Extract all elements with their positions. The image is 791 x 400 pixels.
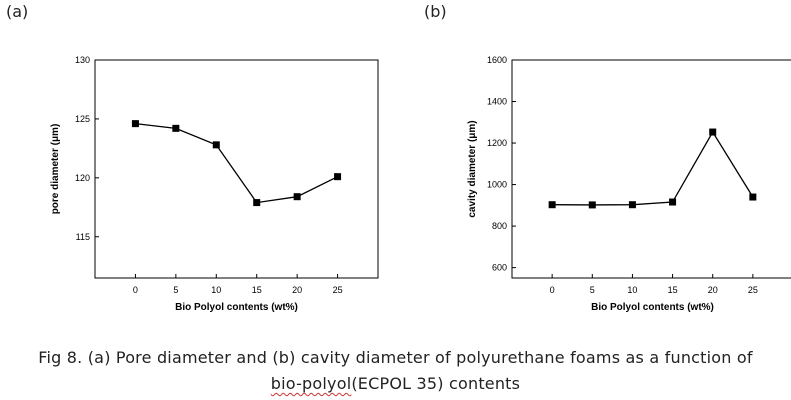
chart-b-plot-frame bbox=[511, 59, 791, 279]
chart-a-data-point bbox=[131, 120, 139, 128]
chart-b-y-axis-title: cavity diameter (μm) bbox=[467, 120, 478, 217]
chart-b-data-point bbox=[588, 201, 596, 209]
chart-b-data-point bbox=[548, 201, 556, 209]
chart-b-data-point bbox=[628, 201, 636, 209]
charts-canvas: 0 5 10 15 20 25 115 120 125 130 Bio Polyol content… bbox=[50, 55, 791, 313]
chart-b-x-tick-label: 0 bbox=[550, 285, 555, 295]
chart-a-x-tick-label: 15 bbox=[252, 285, 262, 295]
caption-line-2-rest: (ECPOL 35) contents bbox=[351, 374, 521, 393]
chart-b-x-tick-label: 25 bbox=[748, 285, 758, 295]
chart-b-y-tick-label: 600 bbox=[492, 263, 507, 273]
chart-a-series-line bbox=[135, 122, 338, 204]
chart-a-y-tick-label: 125 bbox=[75, 114, 90, 124]
chart-a-x-tick-label: 0 bbox=[133, 285, 138, 295]
chart-a-x-tick-label: 25 bbox=[333, 285, 343, 295]
chart-a-data-point bbox=[212, 141, 220, 149]
chart-b-x-tick-label: 15 bbox=[668, 285, 678, 295]
chart-a-x-tick-label: 20 bbox=[292, 285, 302, 295]
chart-b-series-line bbox=[552, 130, 754, 206]
chart-a-x-tick-label: 5 bbox=[173, 285, 178, 295]
chart-a-data-point bbox=[172, 124, 180, 132]
chart-a-data-point bbox=[253, 199, 261, 207]
chart-b-y-tick-label: 1400 bbox=[487, 97, 507, 107]
chart-b-data-point bbox=[669, 198, 677, 206]
chart-b-y-tick-label: 1000 bbox=[487, 180, 507, 190]
chart-a-y-tick-label: 120 bbox=[75, 173, 90, 183]
chart-b-y-tick-label: 1600 bbox=[487, 55, 507, 65]
chart-b-x-tick-label: 10 bbox=[627, 285, 637, 295]
chart-b-x-axis-title: Bio Polyol contents (wt%) bbox=[591, 302, 714, 313]
caption-term-bio-polyol: bio-polyol bbox=[270, 374, 352, 393]
chart-b-y-tick-label: 1200 bbox=[487, 138, 507, 148]
chart-b-y-tick-label: 800 bbox=[492, 221, 507, 231]
chart-a-data-point bbox=[293, 193, 301, 201]
chart-b-x-tick-label: 5 bbox=[590, 285, 595, 295]
figure-caption-line-1: Fig 8. (a) Pore diameter and (b) cavity … bbox=[38, 348, 753, 367]
panel-label-a: (a) bbox=[6, 2, 29, 21]
chart-a-y-tick-label: 115 bbox=[76, 232, 90, 242]
figure-caption-line-2: bio-polyol(ECPOL 35) contents bbox=[0, 374, 791, 393]
chart-a-x-axis-title: Bio Polyol contents (wt%) bbox=[175, 302, 298, 313]
chart-a-x-tick-label: 10 bbox=[211, 285, 221, 295]
chart-b-data-point bbox=[749, 193, 757, 201]
chart-a-plot-frame bbox=[94, 59, 379, 279]
chart-b-data-point bbox=[709, 128, 717, 136]
chart-a-y-axis-title: pore diameter (μm) bbox=[50, 124, 61, 215]
chart-a-y-tick-label: 130 bbox=[75, 55, 90, 65]
chart-a-data-point bbox=[334, 173, 342, 181]
panel-label-b: (b) bbox=[424, 2, 447, 21]
chart-b-x-tick-label: 20 bbox=[708, 285, 718, 295]
